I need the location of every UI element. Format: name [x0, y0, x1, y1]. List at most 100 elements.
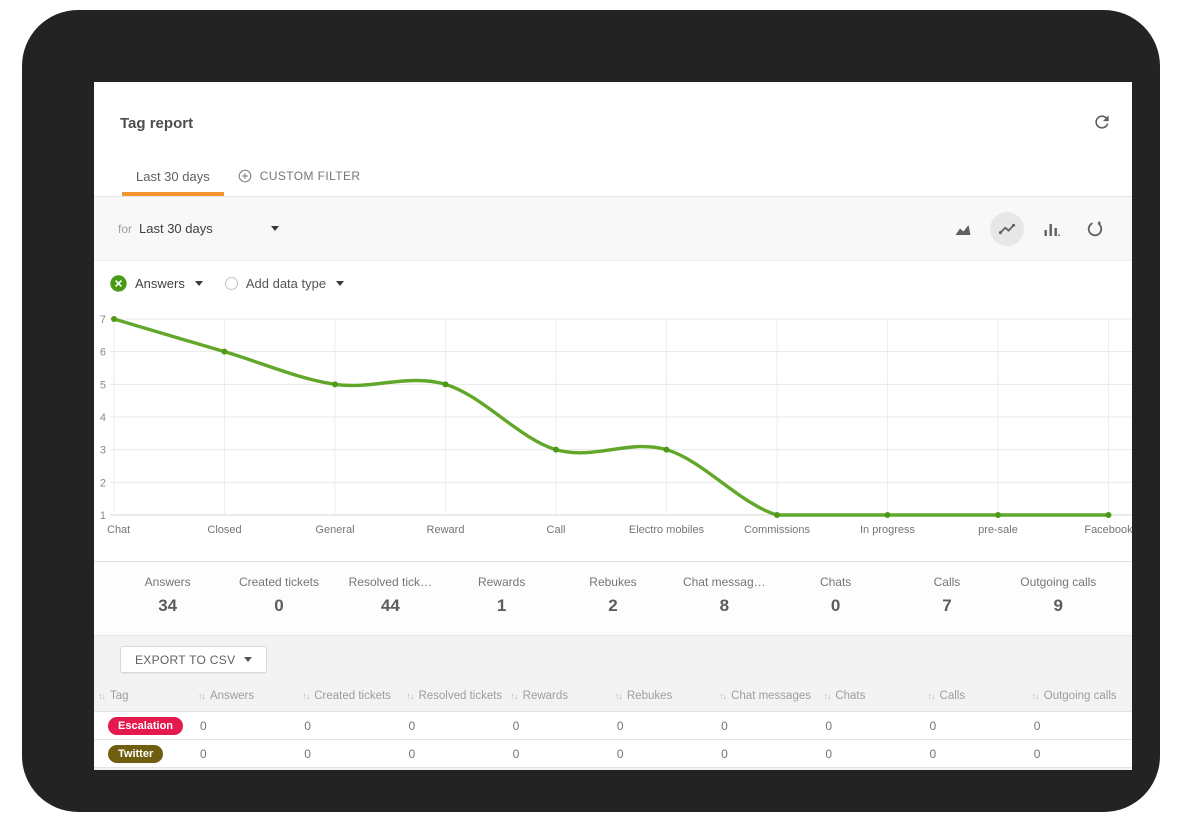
- data-point: [774, 512, 780, 518]
- table-row: Twitter 0 0 0 0 0 0 0 0 0: [94, 739, 1132, 768]
- sort-icon: ↑↓: [823, 691, 831, 701]
- filter-range-value[interactable]: Last 30 days: [139, 221, 213, 236]
- data-point: [442, 381, 449, 388]
- stat-value: 2: [608, 596, 618, 615]
- cell-value: 0: [923, 739, 1028, 768]
- sort-icon: ↑↓: [510, 691, 519, 701]
- filter-for-label: for: [118, 221, 133, 236]
- export-csv-button[interactable]: EXPORT TO CSV: [120, 646, 268, 673]
- svg-text:Facebook: Facebook: [1084, 524, 1132, 536]
- filter-bar: for Last 30 days: [94, 197, 1132, 261]
- bar-chart-button[interactable]: [1034, 212, 1068, 246]
- line-chart-button[interactable]: [990, 211, 1024, 246]
- circle-plus-icon: [238, 169, 252, 183]
- tab-custom-filter[interactable]: CUSTOM FILTER: [224, 160, 375, 196]
- cell-value: 0: [506, 711, 611, 740]
- add-data-type-label: Add data type: [245, 275, 327, 291]
- data-point: [111, 316, 117, 322]
- stat-item-resolved-tick: Resolved tick… 44: [335, 562, 446, 635]
- column-label: Tag: [110, 690, 129, 702]
- column-header-outgoing-calls[interactable]: ↑↓ Outgoing calls: [1028, 681, 1132, 712]
- stat-value: 34: [158, 596, 178, 615]
- report-header: Tag report: [94, 82, 1132, 160]
- svg-text:Closed: Closed: [207, 524, 241, 536]
- auto-refresh-icon: [1085, 219, 1105, 239]
- stat-value: 44: [380, 596, 400, 615]
- column-header-answers[interactable]: ↑↓ Answers: [194, 681, 298, 712]
- column-header-created-tickets[interactable]: ↑↓ Created tickets: [298, 681, 402, 712]
- stat-value: 1: [496, 596, 507, 615]
- svg-text:In progress: In progress: [860, 524, 916, 536]
- cell-value: 0: [298, 739, 403, 768]
- cell-value: 0: [506, 739, 611, 768]
- stat-label: Outgoing calls: [1020, 575, 1097, 589]
- column-header-rewards[interactable]: ↑↓ Rewards: [507, 681, 611, 712]
- table-row: Escalation 0 0 0 0 0 0 0 0 0: [94, 711, 1132, 740]
- stat-value: 0: [274, 596, 284, 615]
- svg-text:4: 4: [100, 412, 106, 424]
- stat-item-answers: Answers 34: [112, 562, 223, 635]
- table-header-row: ↑↓ Tag ↑↓ Answers ↑↓ Created tickets ↑↓ Resolve…: [94, 681, 1132, 712]
- svg-text:3: 3: [100, 445, 106, 457]
- radio-circle-icon: [224, 276, 238, 290]
- cell-value: 0: [819, 711, 924, 740]
- chevron-down-icon[interactable]: [336, 280, 345, 286]
- stat-item-rebukes: Rebukes 2: [557, 562, 668, 635]
- cell-value: 0: [610, 711, 716, 740]
- stat-label: Created tickets: [238, 575, 320, 589]
- stat-item-calls: Calls 7: [891, 562, 1002, 635]
- column-header-rebukes[interactable]: ↑↓ Rebukes: [611, 681, 715, 712]
- column-label: Chats: [835, 690, 866, 702]
- device-frame: Tag report Last 30 days CUSTOM FILTER for…: [22, 10, 1160, 812]
- chevron-down-icon[interactable]: [194, 280, 203, 286]
- svg-text:6: 6: [100, 347, 106, 359]
- auto-refresh-button[interactable]: [1078, 212, 1112, 246]
- stat-item-chats: Chats 0: [780, 562, 891, 635]
- add-data-type[interactable]: Add data type: [224, 275, 345, 291]
- data-type-row: Answers Add data type: [94, 261, 1132, 305]
- tab-last-30-days[interactable]: Last 30 days: [122, 160, 224, 196]
- refresh-button[interactable]: [1092, 112, 1112, 132]
- stat-item-rewards: Rewards 1: [446, 562, 557, 635]
- svg-text:Chat: Chat: [107, 524, 130, 536]
- column-header-chat-messages[interactable]: ↑↓ Chat messages: [715, 681, 819, 712]
- column-header-resolved-tickets[interactable]: ↑↓ Resolved tickets: [402, 681, 506, 712]
- tag-badge-twitter[interactable]: Twitter: [108, 744, 164, 763]
- cell-value: 0: [1027, 711, 1132, 740]
- svg-text:Reward: Reward: [427, 524, 465, 536]
- cell-value: 0: [402, 711, 507, 740]
- column-header-tag[interactable]: ↑↓ Tag: [94, 681, 194, 712]
- cell-value: 0: [819, 739, 924, 768]
- cell-value: 0: [610, 739, 716, 768]
- data-point: [553, 446, 559, 453]
- sort-icon: ↑↓: [302, 691, 310, 701]
- sort-icon: ↑↓: [614, 691, 623, 701]
- tag-table: ↑↓ Tag ↑↓ Answers ↑↓ Created tickets ↑↓ Resolve…: [94, 681, 1132, 768]
- stats-row: Answers 34 Created tickets 0 Resolved tick… 4…: [94, 561, 1132, 635]
- column-header-chats[interactable]: ↑↓ Chats: [819, 681, 923, 712]
- cell-value: 0: [298, 711, 403, 740]
- tab-label: CUSTOM FILTER: [259, 169, 361, 183]
- data-point: [221, 348, 228, 355]
- cell-value: 0: [715, 711, 820, 740]
- chevron-down-icon: [244, 657, 253, 662]
- bar-chart-icon: [1041, 219, 1061, 239]
- stat-label: Chat messag…: [682, 575, 766, 589]
- area-chart-button[interactable]: [946, 212, 980, 246]
- answers-chip[interactable]: Answers: [110, 274, 203, 292]
- chart-type-toolbar: [946, 197, 1112, 260]
- app-window: Tag report Last 30 days CUSTOM FILTER for…: [94, 82, 1132, 770]
- sort-icon: ↑↓: [198, 691, 206, 701]
- remove-icon[interactable]: [110, 274, 127, 292]
- export-csv-label: EXPORT TO CSV: [135, 652, 236, 667]
- tag-badge-escalation[interactable]: Escalation: [108, 716, 184, 735]
- chevron-down-icon[interactable]: [270, 226, 279, 231]
- table-section: EXPORT TO CSV ↑↓ Tag ↑↓ Answers ↑↓ Created ti…: [94, 635, 1132, 770]
- column-header-calls[interactable]: ↑↓ Calls: [924, 681, 1028, 712]
- column-label: Outgoing calls: [1043, 690, 1117, 702]
- tag-cell: Escalation: [94, 711, 194, 740]
- chip-label: Answers: [135, 275, 185, 291]
- svg-text:Commissions: Commissions: [744, 524, 811, 536]
- svg-text:Call: Call: [547, 524, 566, 536]
- svg-text:2: 2: [100, 477, 106, 489]
